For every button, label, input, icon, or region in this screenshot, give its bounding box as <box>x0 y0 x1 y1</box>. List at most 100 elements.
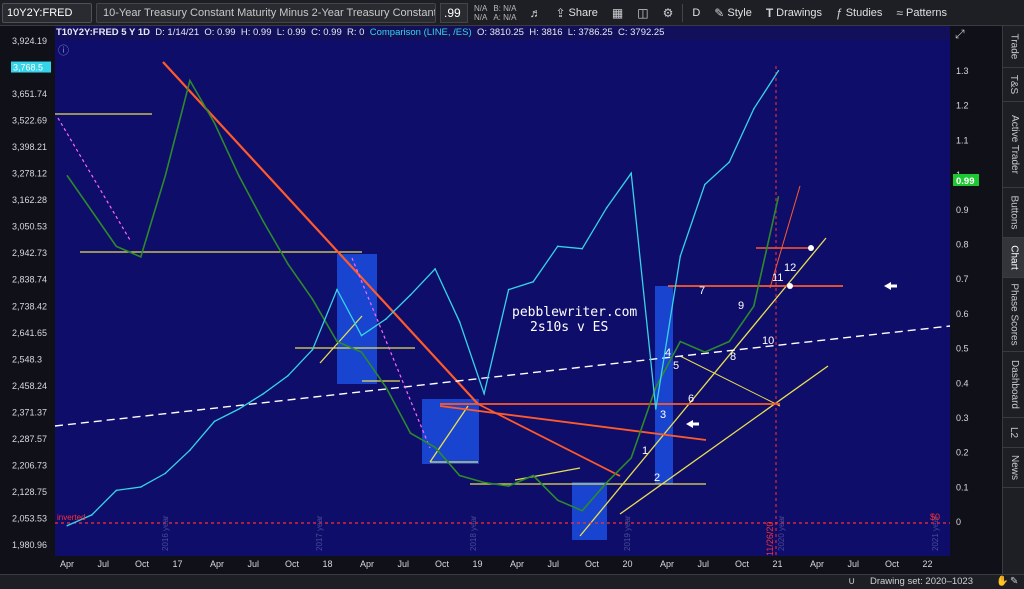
left-axis-label: 2,641.65 <box>12 328 47 338</box>
bid-size-bottom: N/A <box>474 12 488 22</box>
bottom-bar: ∪ Drawing set: 2020–1023 ✋ ✎ <box>0 574 1024 589</box>
style-button[interactable]: ✎ Style <box>707 2 759 24</box>
time-axis-label: Apr <box>210 559 224 569</box>
patterns-label: Patterns <box>906 6 947 19</box>
studies-button[interactable]: ƒ Studies <box>829 2 889 24</box>
trend-line-16 <box>439 405 707 441</box>
side-tab-phase-scores[interactable]: Phase Scores <box>1003 278 1024 352</box>
series-point-spread <box>605 481 608 484</box>
grid-button[interactable]: ▦ <box>605 2 630 24</box>
left-axis-label: 3,522.69 <box>12 116 47 126</box>
wave-number-12: 12 <box>784 262 796 274</box>
left-axis-label: 1,980.96 <box>12 540 47 550</box>
side-tab-buttons[interactable]: Buttons <box>1003 188 1024 238</box>
side-tab-t-s[interactable]: T&S <box>1003 68 1024 102</box>
zero-label: $0 <box>930 512 940 522</box>
left-axis-label: 2,287.57 <box>12 434 47 444</box>
side-tab-news[interactable]: News <box>1003 448 1024 488</box>
series-point-spread <box>115 245 118 248</box>
left-axis-current-label: 3,768.5 <box>13 63 43 73</box>
time-axis-label: Oct <box>435 559 450 569</box>
left-axis-label: 2,206.73 <box>12 460 47 470</box>
right-axis-label: 0.6 <box>956 309 969 319</box>
drawings-button[interactable]: T Drawings <box>759 2 829 24</box>
trend-line-17 <box>477 403 621 477</box>
flexible-grid-button[interactable]: ◫ <box>630 2 655 24</box>
series-point-es <box>630 172 632 174</box>
year-marker: 2019 year <box>623 515 632 551</box>
bid-ask: B: N/A A: N/A <box>493 4 516 22</box>
series-point-spread <box>189 79 191 82</box>
trend-line-19 <box>769 185 801 289</box>
symbol-description[interactable]: 10-Year Treasury Constant Maturity Minus… <box>96 2 436 23</box>
magnet-icon[interactable]: ∪ <box>848 576 856 587</box>
series-point-es <box>605 206 608 209</box>
plot-background <box>55 40 950 556</box>
series-point-spread <box>630 457 632 459</box>
legend-symbol: T10Y2Y:FRED 5 Y 1D <box>56 27 150 38</box>
year-marker: 2018 year <box>469 515 478 551</box>
side-tab-chart[interactable]: Chart <box>1003 238 1024 278</box>
left-axis-label: 3,924.19 <box>12 36 47 46</box>
bid-size-top: N/A <box>474 3 488 13</box>
series-point-spread <box>311 298 314 301</box>
series-point-es <box>581 247 583 250</box>
price-chart[interactable]: 3,924.19 3,768.5 3,651.74 3,522.69 3,398.21 3… <box>0 26 1002 574</box>
legend-comparison-close: C: 3792.25 <box>617 27 665 38</box>
legend-close: C: 0.99 <box>311 27 342 38</box>
wave-number-6: 6 <box>688 393 694 405</box>
series-point-es <box>655 408 657 410</box>
side-tab-label: L2 <box>1008 426 1020 439</box>
right-axis-label: 0.1 <box>956 482 969 492</box>
time-axis-background <box>0 556 1002 574</box>
inverted-label: inverted <box>57 513 85 522</box>
left-axis-label: 2,548.3 <box>12 354 42 364</box>
side-tab-l2[interactable]: L2 <box>1003 418 1024 448</box>
time-axis-label: 20 <box>623 559 633 569</box>
chart-area[interactable]: 3,924.19 3,768.5 3,651.74 3,522.69 3,398.21 3… <box>0 26 1002 574</box>
series-point-spread <box>262 220 265 223</box>
series-point-es <box>140 486 142 488</box>
share-button[interactable]: ⇪ Share <box>548 2 604 24</box>
series-point-spread <box>434 446 436 449</box>
bell-button[interactable]: ♬ <box>522 2 548 24</box>
style-icon: ✎ <box>714 5 725 20</box>
side-tab-active-trader[interactable]: Active Trader <box>1003 102 1024 188</box>
side-tab-label: Dashboard <box>1008 360 1020 409</box>
share-icon: ⇪ <box>555 5 566 20</box>
side-tab-dashboard[interactable]: Dashboard <box>1003 352 1024 418</box>
series-point-es <box>532 281 534 283</box>
side-tab-trade[interactable]: Trade <box>1003 26 1024 68</box>
series-point-spread <box>704 351 706 353</box>
period-label: D <box>692 6 701 19</box>
legend-open: O: 0.99 <box>204 27 236 38</box>
period-button[interactable]: D <box>685 2 707 24</box>
symbol-input[interactable] <box>2 2 92 23</box>
wave-number-8: 8 <box>730 351 736 363</box>
right-axis-label: 0.8 <box>956 240 969 250</box>
right-axis-label: 1.2 <box>956 101 969 111</box>
wave-number-10: 10 <box>762 335 774 347</box>
time-axis-label: Oct <box>135 559 150 569</box>
grid-icon: ▦ <box>611 5 624 20</box>
wave-number-1: 1 <box>642 445 648 457</box>
date-marker-label: 11/26/20 <box>765 522 775 556</box>
legend-low: L: 0.99 <box>276 27 306 38</box>
trend-line-20 <box>54 325 951 427</box>
trend-line-22 <box>351 257 431 449</box>
series-point-spread <box>777 196 780 198</box>
hand-icon[interactable]: ✋ <box>996 576 1009 587</box>
settings-button[interactable]: ⚙ <box>656 2 681 24</box>
patterns-button[interactable]: ≈ Patterns <box>889 2 954 24</box>
drawing-set-selector[interactable]: Drawing set: 2020–1023 <box>870 576 973 587</box>
arrow-marker-2 <box>686 420 699 428</box>
series-line-es <box>67 70 779 527</box>
drawing-tool-icon[interactable]: ✎ <box>1010 576 1019 587</box>
series-point-es <box>189 449 191 452</box>
layout-icon: ◫ <box>637 5 649 20</box>
highlight-box-3 <box>572 482 607 540</box>
year-marker: 2020 year <box>777 515 786 551</box>
side-tab-label: T&S <box>1008 74 1020 95</box>
left-axis-label: 3,651.74 <box>12 89 47 99</box>
series-point-spread <box>409 432 412 435</box>
